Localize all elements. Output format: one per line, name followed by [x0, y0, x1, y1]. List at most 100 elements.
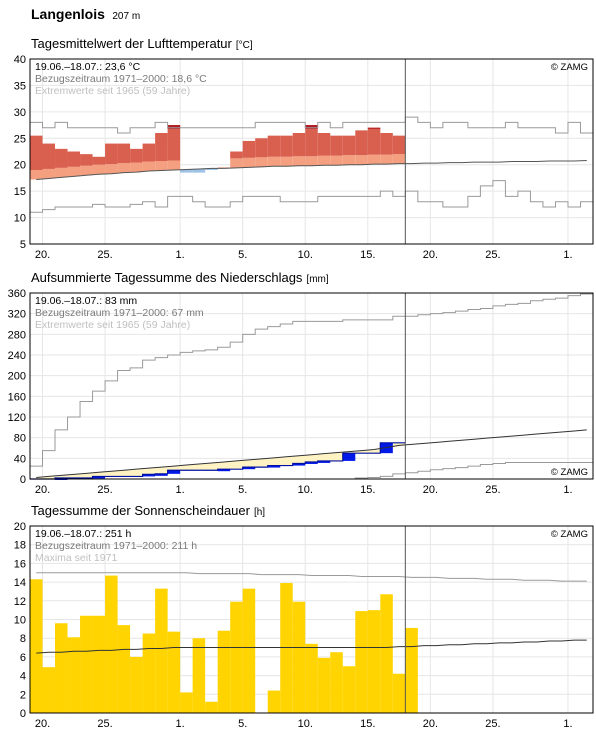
temp-below-bar [205, 168, 218, 170]
y-tick-label: 20 [14, 521, 26, 533]
sunshine-max-line [36, 572, 587, 582]
station-header: Langenlois 207 m [31, 6, 140, 24]
temp-normal-band [267, 156, 281, 167]
temp-above-bar [380, 133, 393, 155]
temp-normal-band [355, 155, 368, 165]
y-tick-label: 0 [20, 474, 26, 486]
sunshine-bar [242, 588, 256, 713]
sunshine-bar [167, 631, 181, 713]
y-tick-label: 2 [20, 689, 26, 701]
x-tick-label: 25. [97, 249, 112, 261]
sunshine-bar [55, 623, 68, 713]
chart-unit: [h] [254, 507, 265, 518]
temp-normal-band [130, 162, 143, 173]
sunshine-bar [355, 611, 368, 713]
plot-background [30, 293, 593, 479]
temp-normal-band [317, 155, 331, 166]
sunshine-bar [142, 633, 156, 713]
y-tick-label: 4 [20, 671, 26, 683]
precip-daily-bar [342, 453, 356, 461]
y-tick-label: 10 [14, 213, 26, 225]
x-tick-label: 1. [563, 718, 572, 729]
x-tick-label: 10. [298, 249, 313, 261]
sunshine-bar [217, 630, 231, 713]
precip-daily-bar [142, 474, 156, 477]
sunshine-bar [130, 656, 143, 713]
precip-daily-bar [305, 461, 318, 464]
sunshine-bar [230, 601, 243, 713]
precip-normal-line [36, 429, 587, 478]
temp-record-bar [167, 125, 181, 129]
chart-title-text: Tagesmittelwert der Lufttemperatur [31, 36, 233, 51]
temp-normal-band [305, 156, 318, 166]
sunshine-bar [92, 615, 106, 713]
temp-above-bar [92, 156, 106, 165]
temp-normal-band [292, 156, 306, 166]
temp-above-bar [317, 133, 331, 156]
precip-daily-bar [292, 463, 306, 466]
temp-above-bar [330, 135, 343, 156]
sunshine-bar [67, 637, 81, 713]
temp-above-bar [42, 143, 56, 169]
temp-normal-band [280, 156, 293, 167]
plot-frame [29, 58, 594, 245]
x-tick-label: 25. [97, 484, 112, 496]
sunshine-bar [367, 610, 381, 713]
y-tick-label: 18 [14, 540, 26, 552]
y-tick-label: 0 [20, 708, 26, 720]
x-tick-label: 15. [360, 249, 375, 261]
temp-normal-band [117, 163, 131, 173]
x-tick-label: 1. [176, 249, 185, 261]
info-line-1: 19.06.–18.07.: 23,6 °C [35, 61, 141, 73]
x-tick-label: 15. [360, 718, 375, 729]
y-tick-label: 120 [8, 412, 26, 424]
sunshine-bar [330, 652, 343, 713]
temp-normal-band [67, 166, 81, 177]
precip-deficit-fill [30, 442, 406, 479]
sunshine-bar [30, 579, 43, 713]
info-line-3: Maxima seit 1971 [35, 552, 117, 564]
x-tick-label: 20. [423, 484, 438, 496]
x-tick-label: 20. [35, 249, 50, 261]
temp-normal-band [105, 164, 118, 174]
x-tick-label: 20. [35, 718, 50, 729]
temp-above-bar [280, 135, 293, 157]
precip-daily-bar [167, 470, 181, 474]
temp-above-bar [342, 135, 356, 156]
sunshine-bar [405, 627, 418, 713]
precip-max-extreme-line [30, 293, 593, 467]
temp-above-bar [355, 130, 368, 156]
sunshine-bar [292, 601, 306, 713]
station-name: Langenlois [31, 6, 105, 22]
temp-normal-line [36, 159, 587, 181]
temp-normal-band [42, 168, 56, 179]
precip-daily-bar [155, 473, 168, 476]
temp-max-extreme-line [30, 116, 593, 134]
y-tick-label: 360 [8, 288, 26, 300]
sunshine-bar [155, 588, 168, 713]
x-tick-label: 5. [238, 484, 247, 496]
x-tick-label: 1. [176, 718, 185, 729]
x-tick-label: 10. [298, 718, 313, 729]
precip-daily-bar [267, 465, 281, 468]
sunshine-bar [205, 701, 218, 713]
y-tick-label: 320 [8, 309, 26, 321]
temp-above-bar [392, 135, 406, 155]
copyright-label: © ZAMG [551, 62, 588, 73]
y-tick-label: 6 [20, 652, 26, 664]
sunshine-bar [117, 625, 131, 713]
temp-above-bar [55, 148, 68, 168]
plot-frame [29, 525, 594, 714]
temp-above-bar [105, 143, 118, 165]
precip-daily-bar [380, 442, 393, 454]
precip-daily-bar [217, 469, 231, 472]
y-tick-label: 5 [20, 239, 26, 251]
temp-above-bar [255, 138, 268, 158]
y-tick-label: 25 [14, 133, 26, 145]
copyright-label: © ZAMG [551, 529, 588, 540]
sunshine-bar [80, 615, 93, 713]
temp-above-bar [305, 125, 318, 157]
y-tick-label: 16 [14, 558, 26, 570]
y-tick-label: 40 [14, 54, 26, 66]
sunshine-bar [380, 594, 393, 713]
